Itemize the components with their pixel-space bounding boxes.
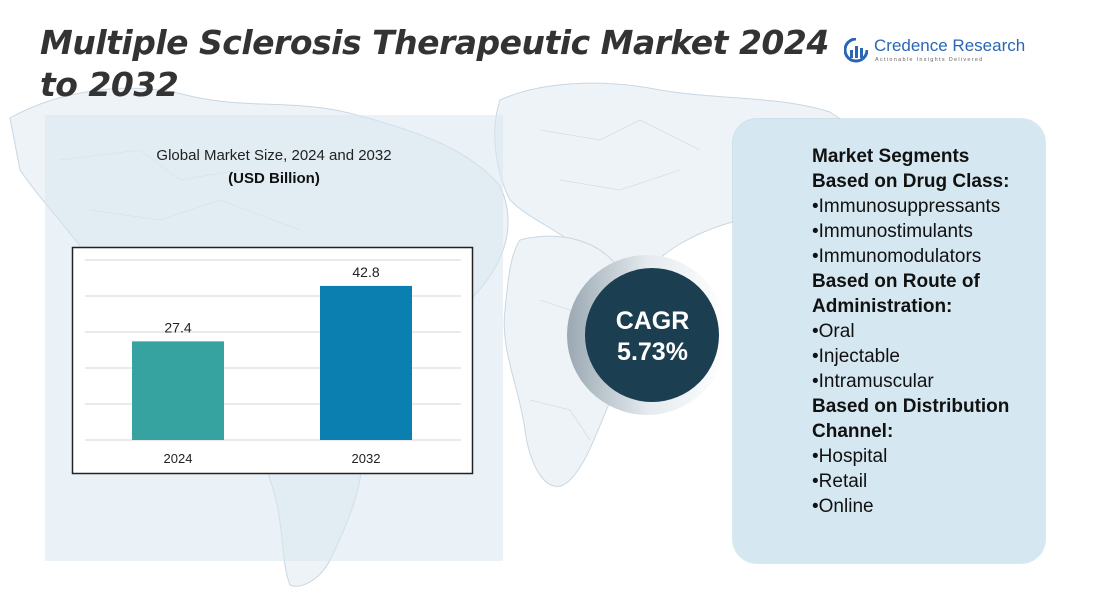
segment-item: •Oral	[812, 321, 855, 342]
segments-panel	[733, 119, 1045, 563]
x-tick-label: 2024	[164, 451, 193, 466]
segment-heading: Administration:	[812, 296, 953, 317]
segment-item: •Hospital	[812, 446, 888, 467]
segment-item: •Online	[812, 496, 874, 517]
logo-name: Credence Research	[874, 36, 1026, 55]
credence-logo-icon	[844, 38, 868, 63]
bar-value-label: 27.4	[164, 319, 191, 335]
segment-item: •Injectable	[812, 346, 900, 367]
segment-item: •Immunostimulants	[812, 221, 973, 242]
segment-heading: Based on Drug Class:	[812, 171, 1010, 192]
segment-item: •Retail	[812, 471, 868, 492]
bar-2032	[320, 285, 412, 440]
cagr-label: CAGR 5.73%	[585, 306, 720, 368]
segment-heading: Market Segments	[812, 146, 970, 167]
chart-title: Global Market Size, 2024 and 2032	[156, 147, 392, 164]
x-tick-label: 2032	[352, 451, 381, 466]
segment-item: •Immunomodulators	[812, 246, 982, 267]
segment-heading: Based on Distribution	[812, 396, 1010, 417]
page-title: Multiple Sclerosis Therapeutic Market 20…	[40, 23, 829, 104]
segment-heading: Channel:	[812, 421, 894, 442]
bar-2024	[132, 341, 224, 440]
cagr-title: CAGR	[615, 307, 690, 335]
cagr-badge-graphic	[567, 255, 727, 415]
brand-logo: Credence Research Actionable Insights De…	[842, 36, 1032, 70]
cagr-value: 5.73%	[617, 338, 688, 366]
segments-list: Market Segments Based on Drug Class: •Immu…	[812, 144, 1072, 519]
segment-heading: Based on Route of	[812, 271, 980, 292]
segment-item: •Immunosuppressants	[812, 196, 1001, 217]
bar-chart: 27.4 2024 42.8 2032	[71, 246, 474, 475]
logo-tagline: Actionable Insights Delivered	[875, 57, 984, 63]
cagr-circle	[585, 268, 719, 402]
bar-value-label: 42.8	[352, 264, 379, 280]
chart-subtitle: (USD Billion)	[228, 170, 320, 187]
segment-item: •Intramuscular	[812, 371, 934, 392]
